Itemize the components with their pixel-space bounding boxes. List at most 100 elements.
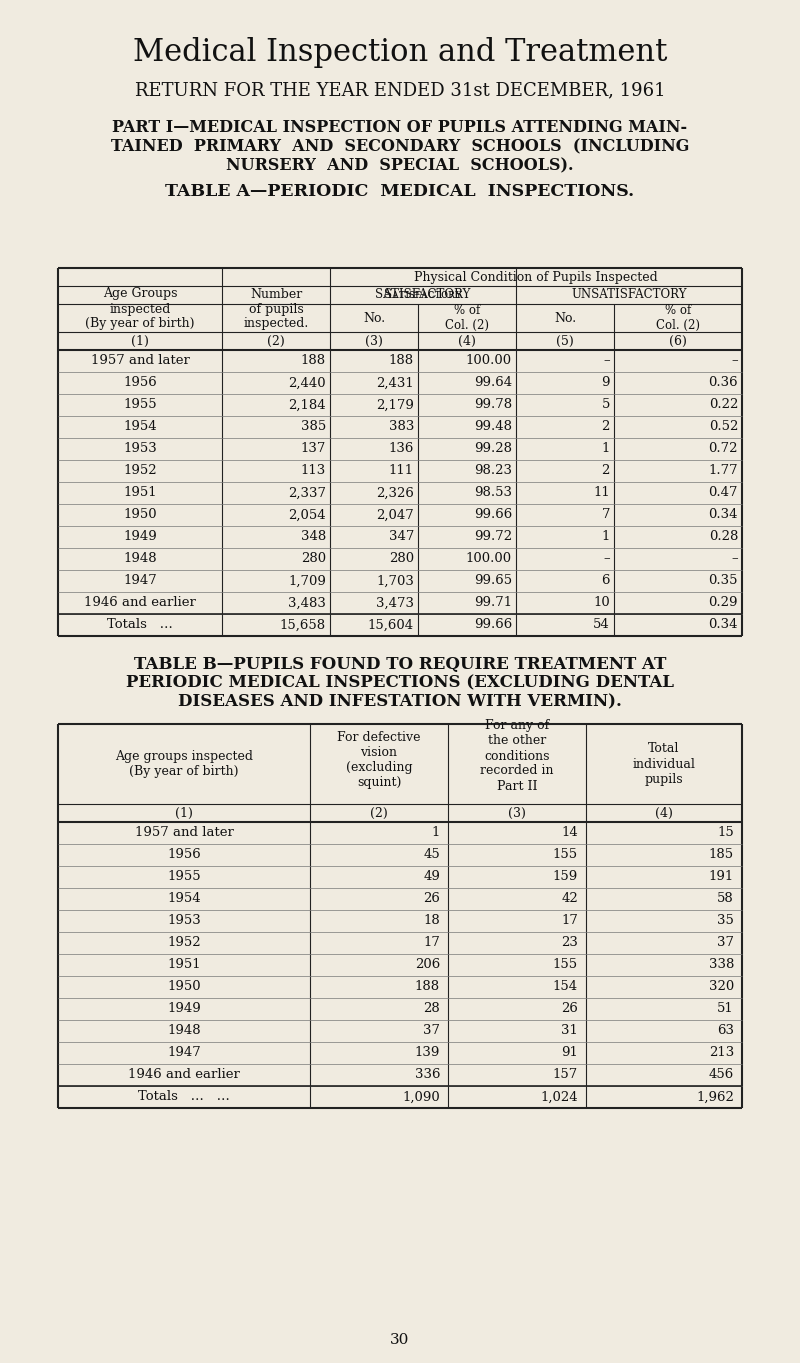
Text: 31: 31 xyxy=(561,1025,578,1037)
Text: 3,483: 3,483 xyxy=(288,597,326,609)
Text: –: – xyxy=(731,354,738,368)
Text: 1948: 1948 xyxy=(123,552,157,566)
Text: Total
individual
pupils: Total individual pupils xyxy=(633,743,695,785)
Text: 1,962: 1,962 xyxy=(696,1090,734,1104)
Text: 63: 63 xyxy=(717,1025,734,1037)
Text: 1955: 1955 xyxy=(123,398,157,412)
Text: 2,326: 2,326 xyxy=(376,487,414,499)
Text: 1947: 1947 xyxy=(167,1047,201,1059)
Text: 30: 30 xyxy=(390,1333,410,1347)
Text: 1,090: 1,090 xyxy=(402,1090,440,1104)
Text: 18: 18 xyxy=(423,915,440,927)
Text: 2,054: 2,054 xyxy=(288,508,326,522)
Text: –: – xyxy=(731,552,738,566)
Text: 99.65: 99.65 xyxy=(474,574,512,587)
Text: 26: 26 xyxy=(423,893,440,905)
Text: 2,047: 2,047 xyxy=(376,508,414,522)
Text: 100.00: 100.00 xyxy=(466,354,512,368)
Text: 1,709: 1,709 xyxy=(288,574,326,587)
Text: 0.22: 0.22 xyxy=(709,398,738,412)
Text: 91: 91 xyxy=(561,1047,578,1059)
Text: 159: 159 xyxy=(553,871,578,883)
Text: 2: 2 xyxy=(602,465,610,477)
Text: (4): (4) xyxy=(458,334,476,348)
Text: 99.66: 99.66 xyxy=(474,619,512,631)
Text: 280: 280 xyxy=(389,552,414,566)
Text: 1950: 1950 xyxy=(167,980,201,994)
Text: SATISFACTORY: SATISFACTORY xyxy=(375,289,470,301)
Text: 1,024: 1,024 xyxy=(540,1090,578,1104)
Text: 213: 213 xyxy=(709,1047,734,1059)
Text: 98.53: 98.53 xyxy=(474,487,512,499)
Text: 11: 11 xyxy=(594,487,610,499)
Text: 49: 49 xyxy=(423,871,440,883)
Text: 1949: 1949 xyxy=(123,530,157,544)
Text: 99.64: 99.64 xyxy=(474,376,512,390)
Text: 0.28: 0.28 xyxy=(709,530,738,544)
Text: 17: 17 xyxy=(423,936,440,950)
Text: (2): (2) xyxy=(370,807,388,819)
Text: 10: 10 xyxy=(594,597,610,609)
Text: (5): (5) xyxy=(556,334,574,348)
Text: 42: 42 xyxy=(562,893,578,905)
Text: 1952: 1952 xyxy=(123,465,157,477)
Text: 1956: 1956 xyxy=(167,849,201,861)
Text: 385: 385 xyxy=(301,421,326,433)
Text: (1): (1) xyxy=(175,807,193,819)
Text: 1946 and earlier: 1946 and earlier xyxy=(84,597,196,609)
Text: –: – xyxy=(603,354,610,368)
Text: 37: 37 xyxy=(717,936,734,950)
Text: 320: 320 xyxy=(709,980,734,994)
Text: Medical Inspection and Treatment: Medical Inspection and Treatment xyxy=(133,37,667,68)
Text: (4): (4) xyxy=(655,807,673,819)
Text: 0.34: 0.34 xyxy=(709,619,738,631)
Text: UNSATISFACTORY: UNSATISFACTORY xyxy=(571,289,686,301)
Text: 45: 45 xyxy=(423,849,440,861)
Text: 1955: 1955 xyxy=(167,871,201,883)
Text: 51: 51 xyxy=(718,1003,734,1015)
Text: 137: 137 xyxy=(301,443,326,455)
Text: 1948: 1948 xyxy=(167,1025,201,1037)
Text: 58: 58 xyxy=(718,893,734,905)
Text: 5: 5 xyxy=(602,398,610,412)
Text: 1946 and earlier: 1946 and earlier xyxy=(128,1069,240,1081)
Text: For defective
vision
(excluding
squint): For defective vision (excluding squint) xyxy=(338,731,421,789)
Text: No.: No. xyxy=(554,312,576,324)
Text: 1952: 1952 xyxy=(167,936,201,950)
Text: 2,431: 2,431 xyxy=(376,376,414,390)
Text: 99.71: 99.71 xyxy=(474,597,512,609)
Text: 1956: 1956 xyxy=(123,376,157,390)
Text: 26: 26 xyxy=(561,1003,578,1015)
Text: Number
of pupils
inspected.: Number of pupils inspected. xyxy=(243,288,309,330)
Text: 191: 191 xyxy=(709,871,734,883)
Text: 15: 15 xyxy=(718,826,734,840)
Text: 35: 35 xyxy=(717,915,734,927)
Text: For any of
the other
conditions
recorded in
Part II: For any of the other conditions recorded… xyxy=(480,720,554,792)
Text: 1957 and later: 1957 and later xyxy=(134,826,234,840)
Text: 0.35: 0.35 xyxy=(709,574,738,587)
Text: 14: 14 xyxy=(562,826,578,840)
Text: 1: 1 xyxy=(602,443,610,455)
Text: TABLE A—PERIODIC  MEDICAL  INSPECTIONS.: TABLE A—PERIODIC MEDICAL INSPECTIONS. xyxy=(166,183,634,199)
Text: 99.48: 99.48 xyxy=(474,421,512,433)
Text: 15,658: 15,658 xyxy=(280,619,326,631)
Text: 1954: 1954 xyxy=(123,421,157,433)
Text: 154: 154 xyxy=(553,980,578,994)
Text: 23: 23 xyxy=(561,936,578,950)
Text: 3,473: 3,473 xyxy=(376,597,414,609)
Text: 0.52: 0.52 xyxy=(709,421,738,433)
Text: 15,604: 15,604 xyxy=(368,619,414,631)
Text: 2,440: 2,440 xyxy=(288,376,326,390)
Text: 0.72: 0.72 xyxy=(709,443,738,455)
Text: 113: 113 xyxy=(301,465,326,477)
Text: 2,337: 2,337 xyxy=(288,487,326,499)
Text: 0.34: 0.34 xyxy=(709,508,738,522)
Text: TABLE B—PUPILS FOUND TO REQUIRE TREATMENT AT: TABLE B—PUPILS FOUND TO REQUIRE TREATMEN… xyxy=(134,656,666,672)
Text: Physical Condition of Pupils Inspected: Physical Condition of Pupils Inspected xyxy=(414,270,658,284)
Text: 2,179: 2,179 xyxy=(376,398,414,412)
Text: 6: 6 xyxy=(602,574,610,587)
Text: % of
Col. (2): % of Col. (2) xyxy=(445,304,489,333)
Text: 9: 9 xyxy=(602,376,610,390)
Text: PERIODIC MEDICAL INSPECTIONS (EXCLUDING DENTAL: PERIODIC MEDICAL INSPECTIONS (EXCLUDING … xyxy=(126,675,674,691)
Text: 1951: 1951 xyxy=(123,487,157,499)
